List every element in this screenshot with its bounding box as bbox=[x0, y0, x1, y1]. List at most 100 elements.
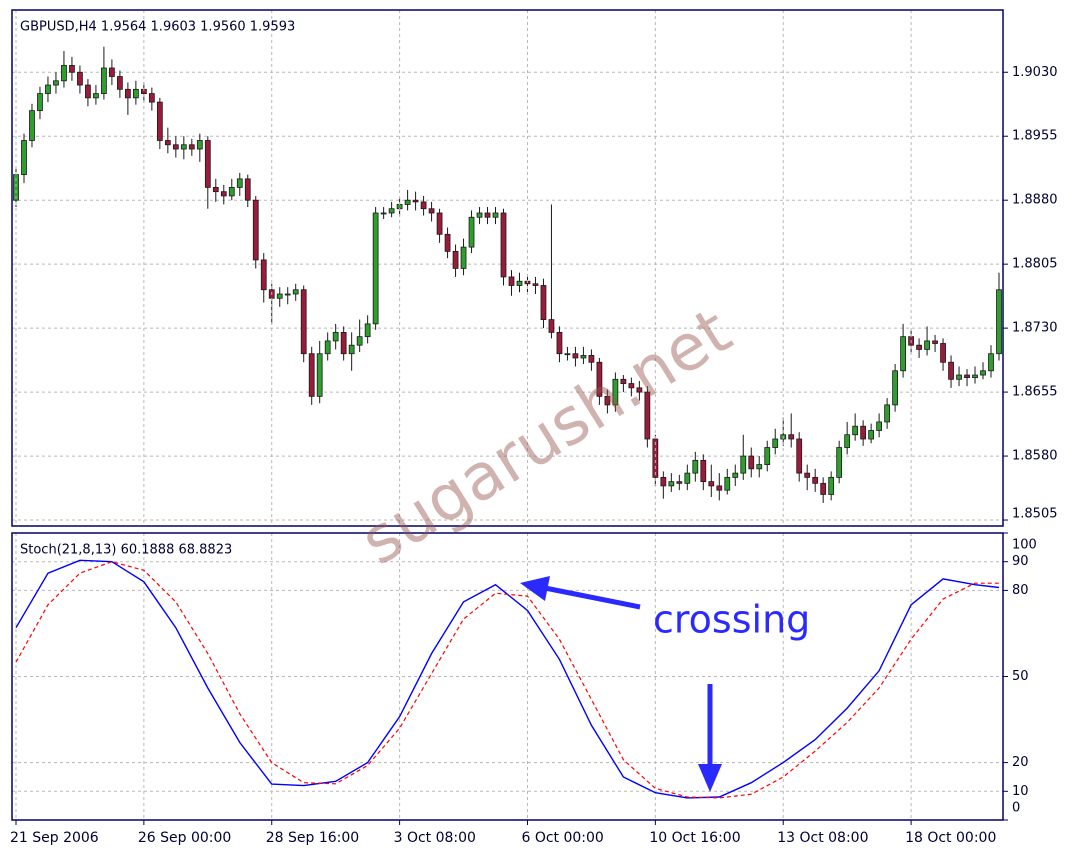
candle-body bbox=[164, 140, 171, 146]
candle-body bbox=[292, 289, 299, 295]
candle-body bbox=[412, 199, 419, 203]
y-tick-label: 1.8805 bbox=[1012, 257, 1058, 272]
candle-body bbox=[844, 434, 851, 448]
y-tick-label: 1.8505 bbox=[1012, 507, 1058, 522]
x-tick-label: 6 Oct 00:00 bbox=[521, 830, 603, 846]
candle-body bbox=[772, 438, 779, 448]
candle-body bbox=[508, 276, 515, 286]
candle-body bbox=[924, 340, 930, 350]
candle-body bbox=[716, 485, 723, 491]
candle-body bbox=[540, 285, 547, 320]
candle-body bbox=[276, 293, 283, 299]
candle-body bbox=[188, 144, 195, 150]
candle-body bbox=[548, 319, 555, 333]
candle-body bbox=[284, 293, 291, 296]
candle-body bbox=[93, 93, 99, 99]
candle-body bbox=[436, 212, 443, 235]
candle-body bbox=[132, 88, 139, 99]
crossing-arrow-down bbox=[698, 684, 722, 792]
candle-body bbox=[620, 378, 627, 384]
candle-body bbox=[125, 88, 131, 99]
candle-body bbox=[956, 374, 962, 380]
candle-body bbox=[348, 344, 355, 355]
candle-body bbox=[644, 391, 651, 440]
candle-body bbox=[109, 67, 115, 77]
candle-body bbox=[812, 476, 819, 484]
candle-body bbox=[708, 481, 715, 487]
chart-title: GBPUSD,H4 1.9564 1.9603 1.9560 1.9593 bbox=[20, 20, 295, 35]
candle-body bbox=[836, 447, 843, 478]
candle-body bbox=[316, 353, 323, 397]
candle-body bbox=[884, 404, 890, 423]
annotation: crossing bbox=[653, 598, 810, 642]
crossing-arrow-left bbox=[520, 576, 641, 610]
candle-body bbox=[572, 353, 579, 359]
y-tick-label: 100 bbox=[1012, 538, 1037, 553]
candle-body bbox=[732, 472, 739, 478]
candle-body bbox=[860, 425, 867, 440]
candle-body bbox=[876, 421, 883, 431]
candle-body bbox=[988, 353, 994, 372]
candle-body bbox=[252, 199, 259, 261]
candle-body bbox=[668, 481, 675, 487]
candle-body bbox=[300, 289, 307, 355]
candle-body bbox=[660, 476, 667, 487]
candle-body bbox=[172, 144, 179, 150]
candle-body bbox=[324, 340, 331, 355]
candle-body bbox=[612, 378, 619, 406]
candle-body bbox=[596, 361, 603, 397]
candle-body bbox=[692, 459, 699, 474]
indicator-title: Stoch(21,8,13) 60.1888 68.8823 bbox=[20, 543, 232, 558]
candle-body bbox=[684, 472, 691, 484]
candle-body bbox=[932, 340, 938, 344]
candle-body bbox=[500, 212, 507, 278]
x-tick-label: 28 Sep 16:00 bbox=[266, 830, 359, 846]
candle-body bbox=[996, 289, 1002, 355]
y-tick-label: 1.8580 bbox=[1012, 449, 1058, 464]
candle-body bbox=[972, 374, 978, 378]
candle-body bbox=[820, 482, 827, 495]
marks bbox=[12, 10, 1008, 825]
y-tick-label: 1.8880 bbox=[1012, 193, 1058, 208]
candle-body bbox=[332, 331, 339, 342]
candle-body bbox=[892, 370, 898, 406]
candle-body bbox=[828, 476, 835, 495]
candle-body bbox=[676, 481, 683, 484]
candle-body bbox=[460, 246, 467, 269]
candle-body bbox=[580, 355, 587, 359]
candle-body bbox=[156, 101, 163, 141]
candle-body bbox=[756, 464, 763, 470]
candle-body bbox=[260, 259, 267, 291]
candle-body bbox=[21, 140, 27, 176]
stoch-line bbox=[15, 561, 999, 799]
candle-body bbox=[356, 336, 363, 346]
candle-body bbox=[444, 233, 451, 252]
candle-body bbox=[588, 355, 595, 363]
candle-body bbox=[724, 476, 731, 491]
candle-body bbox=[244, 178, 251, 201]
candle-body bbox=[492, 212, 499, 218]
arrow-head bbox=[520, 576, 550, 601]
arrow-shaft bbox=[544, 585, 641, 610]
candle-body bbox=[556, 331, 563, 355]
candle-body bbox=[900, 336, 906, 372]
candle-body bbox=[420, 201, 427, 210]
candle-body bbox=[796, 438, 803, 474]
candle-body bbox=[236, 178, 243, 188]
y-tick-label: 0 bbox=[1012, 801, 1020, 816]
x-tick-label: 10 Oct 16:00 bbox=[649, 830, 740, 846]
stoch-panel-frame bbox=[11, 532, 1004, 821]
y-tick-label: 90 bbox=[1012, 554, 1029, 569]
candle-body bbox=[61, 65, 67, 82]
y-tick-label: 50 bbox=[1012, 669, 1029, 684]
candle-body bbox=[788, 434, 795, 440]
candle-body bbox=[940, 343, 946, 363]
candle-body bbox=[37, 93, 43, 112]
candle-body bbox=[764, 447, 771, 465]
candle-body bbox=[196, 140, 203, 150]
candle-body bbox=[372, 212, 379, 325]
candle-body bbox=[452, 250, 459, 269]
candle-body bbox=[468, 216, 475, 248]
candle-body bbox=[101, 67, 107, 94]
candle-body bbox=[117, 76, 123, 90]
